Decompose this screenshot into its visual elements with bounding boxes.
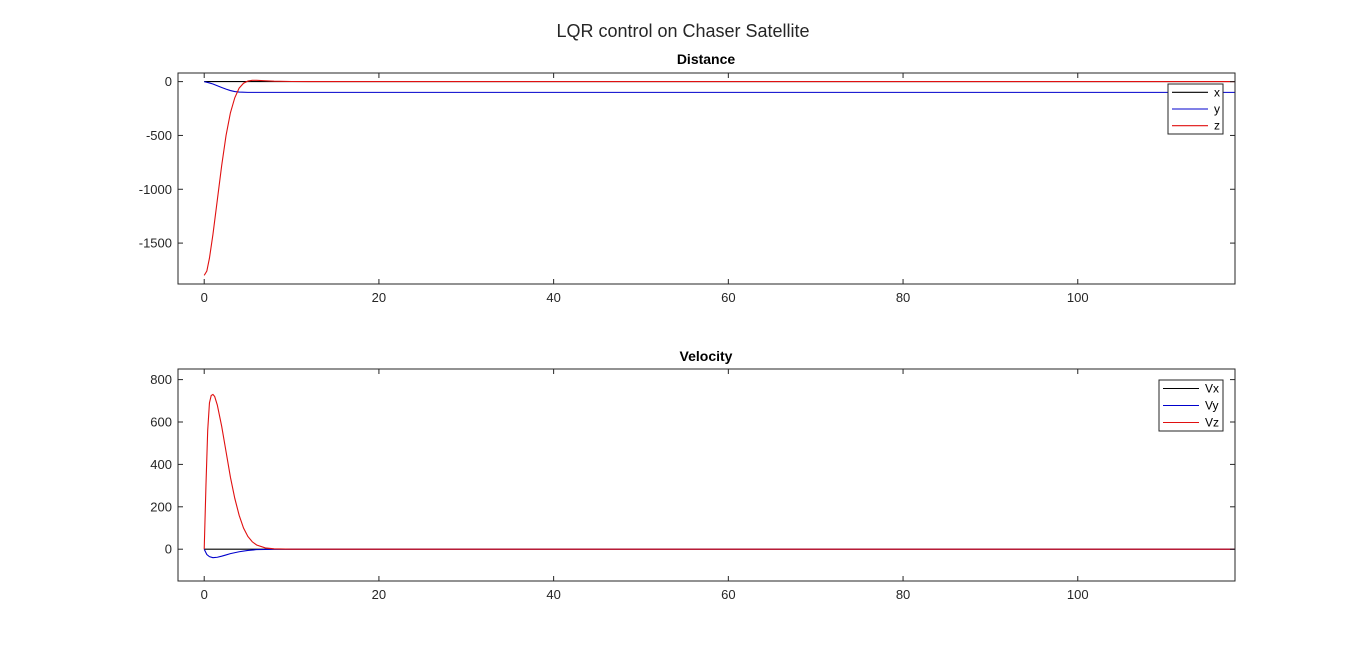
distance-axes: Distance 0 20 40 60 80 100 0 -500 -1000 -1500 xyz <box>139 51 1236 305</box>
distance-ytick-label: -1500 <box>139 236 172 251</box>
distance-ytick-label: -500 <box>146 128 172 143</box>
velocity-legend: Vx Vy Vz <box>1158 379 1224 432</box>
velocity-legend-label-vy: Vy <box>1205 399 1219 413</box>
velocity-ytick-label: 800 <box>150 372 172 387</box>
distance-axes-box <box>177 72 1236 285</box>
velocity-legend-label-vx: Vx <box>1205 382 1219 396</box>
velocity-ytick-label: 400 <box>150 457 172 472</box>
velocity-xtick-label: 60 <box>721 587 735 602</box>
distance-series-group <box>203 79 1235 276</box>
velocity-axes: Velocity 0 20 40 60 80 100 0 200 400 600 800 Vx Vy Vz <box>150 348 1236 602</box>
velocity-axes-title: Velocity <box>680 348 733 364</box>
distance-series-z-line <box>203 79 1235 276</box>
distance-xtick-label: 80 <box>896 290 910 305</box>
distance-xtick-label: 0 <box>201 290 208 305</box>
distance-xtick-label: 100 <box>1067 290 1089 305</box>
distance-ytick-label: -1000 <box>139 182 172 197</box>
distance-axes-title: Distance <box>677 51 736 67</box>
velocity-series-vz-line <box>203 393 1235 550</box>
distance-legend-label-y: y <box>1214 102 1220 116</box>
velocity-xtick-label: 0 <box>201 587 208 602</box>
distance-xtick-label: 40 <box>546 290 560 305</box>
figure-title: LQR control on Chaser Satellite <box>556 21 809 41</box>
distance-legend-label-z: z <box>1214 119 1220 133</box>
velocity-ytick-label: 600 <box>150 415 172 430</box>
velocity-xtick-label: 20 <box>372 587 386 602</box>
velocity-series-group <box>203 393 1235 559</box>
velocity-legend-label-vz: Vz <box>1205 416 1219 430</box>
distance-xtick-label: 20 <box>372 290 386 305</box>
distance-series-y-line <box>204 81 1235 93</box>
distance-legend-label-x: x <box>1214 85 1220 99</box>
velocity-axes-box <box>177 368 1236 582</box>
velocity-xtick-label: 40 <box>546 587 560 602</box>
distance-legend: xyz <box>1167 83 1224 135</box>
velocity-xtick-label: 100 <box>1067 587 1089 602</box>
distance-xtick-label: 60 <box>721 290 735 305</box>
velocity-ytick-label: 200 <box>150 499 172 514</box>
distance-ytick-label: 0 <box>165 74 172 89</box>
velocity-xtick-label: 80 <box>896 587 910 602</box>
velocity-ytick-label: 0 <box>165 542 172 557</box>
